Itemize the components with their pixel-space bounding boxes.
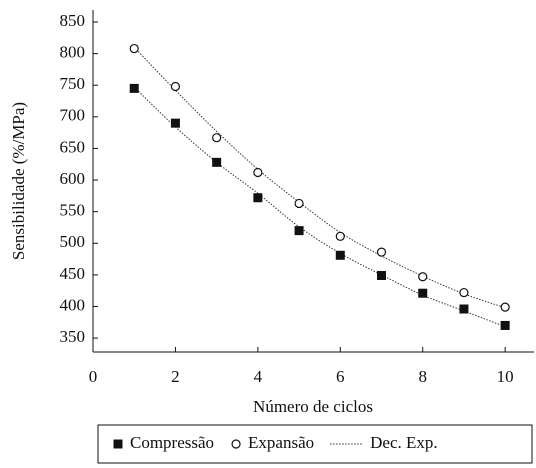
legend-box	[97, 424, 533, 464]
point	[459, 287, 469, 298]
point	[335, 231, 345, 241]
x-tick-label: 10	[497, 367, 514, 386]
y-tick-label: 800	[60, 43, 86, 62]
point	[418, 288, 428, 298]
point	[500, 320, 510, 330]
fit-curve	[133, 46, 506, 309]
y-tick-label: 650	[60, 137, 86, 156]
point	[335, 250, 345, 260]
legend-label: Dec. Exp.	[370, 433, 438, 452]
x-tick-label: 0	[89, 367, 98, 386]
point	[294, 226, 304, 236]
y-tick-label: 600	[60, 169, 86, 188]
y-tick-label: 550	[60, 201, 86, 220]
x-tick-label: 2	[171, 367, 180, 386]
y-tick-label: 500	[60, 232, 86, 251]
point	[212, 133, 222, 143]
legend-marker	[113, 439, 123, 449]
point	[500, 302, 510, 312]
point	[170, 118, 180, 128]
legend-marker	[231, 439, 241, 449]
point	[459, 304, 469, 314]
point	[212, 157, 222, 167]
point	[253, 193, 263, 203]
point	[253, 167, 263, 178]
y-tick-label: 700	[60, 106, 86, 125]
y-tick-label: 750	[60, 74, 86, 93]
legend-label: Compressão	[130, 433, 214, 452]
point	[129, 43, 139, 54]
y-tick-label: 350	[60, 327, 86, 346]
y-tick-label: 450	[60, 264, 86, 283]
y-tick-label: 400	[60, 295, 86, 314]
legend-label: Expansão	[248, 433, 314, 452]
point	[376, 247, 387, 257]
point	[129, 83, 139, 93]
x-tick-label: 4	[254, 367, 263, 386]
x-tick-label: 8	[418, 367, 427, 386]
fit-curve	[133, 86, 506, 328]
point	[294, 198, 304, 209]
y-tick-label: 850	[60, 11, 86, 30]
x-axis-label: Número de ciclos	[253, 397, 373, 416]
y-axis-label: Sensibilidade (%/MPa)	[9, 102, 28, 260]
point	[418, 272, 428, 282]
x-tick-label: 6	[336, 367, 345, 386]
point	[377, 271, 387, 281]
point	[170, 81, 181, 92]
